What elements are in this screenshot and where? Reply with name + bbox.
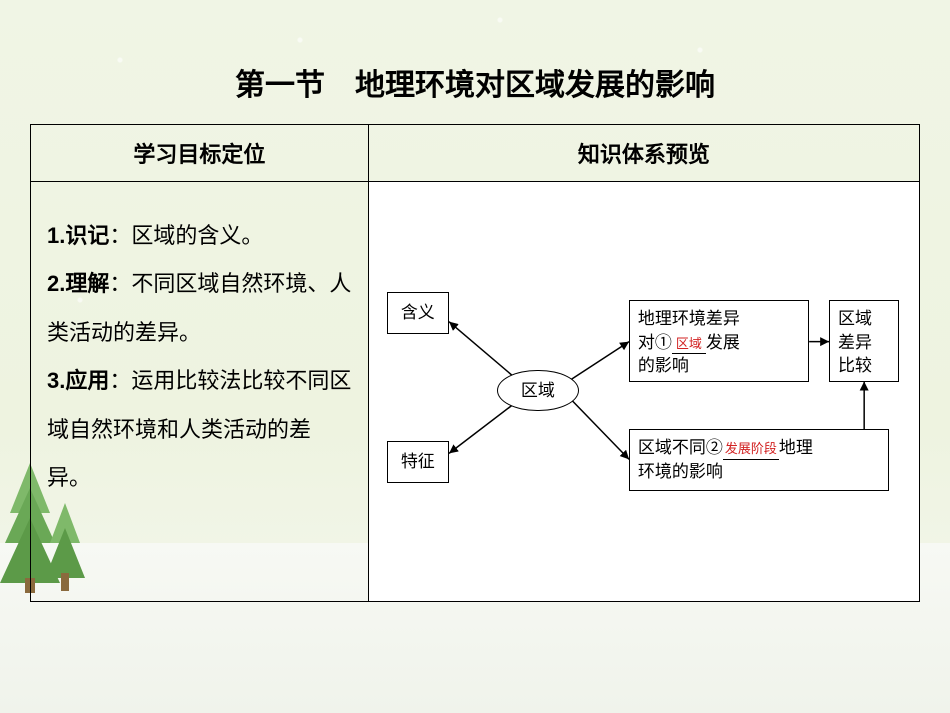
objective-item: 2.理解：不同区域自然环境、人类活动的差异。 [47, 260, 352, 357]
node-line: 区域 [838, 307, 890, 331]
main-table: 学习目标定位 知识体系预览 1.识记：区域的含义。2.理解：不同区域自然环境、人… [30, 124, 920, 602]
item-label: 应用 [65, 368, 109, 393]
learning-objectives: 1.识记：区域的含义。2.理解：不同区域自然环境、人类活动的差异。3.应用：运用… [31, 182, 368, 518]
item-label: 识记 [65, 223, 109, 248]
node-line: 环境的影响 [638, 460, 880, 484]
knowledge-diagram: 含义特征区域地理环境差异对①区域发展的影响区域不同②发展阶段地理环境的影响区域差… [369, 182, 919, 601]
diagram-node-box1: 地理环境差异对①区域发展的影响 [629, 300, 809, 382]
header-right: 知识体系预览 [368, 125, 919, 182]
diagram-node-hanyi: 含义 [387, 292, 449, 334]
page-title: 第一节 地理环境对区域发展的影响 [30, 60, 920, 104]
node-line: 对①区域发展 [638, 331, 800, 355]
diagram-node-tezheng: 特征 [387, 441, 449, 483]
item-label: 理解 [65, 271, 109, 296]
objective-item: 1.识记：区域的含义。 [47, 212, 352, 260]
objective-item: 3.应用：运用比较法比较不同区域自然环境和人类活动的差异。 [47, 357, 352, 502]
diagram-node-quyu: 区域 [497, 370, 579, 412]
header-left: 学习目标定位 [31, 125, 369, 182]
node-line: 比较 [838, 354, 890, 378]
fill-blank: 区域 [672, 335, 706, 354]
diagram-node-box3: 区域差异比较 [829, 300, 899, 382]
item-number: 3. [47, 368, 65, 393]
node-line: 区域不同②发展阶段地理 [638, 436, 880, 460]
node-line: 差异 [838, 331, 890, 355]
item-text: ：区域的含义。 [109, 223, 263, 248]
node-line: 地理环境差异 [638, 307, 800, 331]
diagram-node-box2: 区域不同②发展阶段地理环境的影响 [629, 429, 889, 491]
item-number: 2. [47, 271, 65, 296]
node-line: 的影响 [638, 354, 800, 378]
item-number: 1. [47, 223, 65, 248]
fill-blank: 发展阶段 [723, 440, 779, 459]
